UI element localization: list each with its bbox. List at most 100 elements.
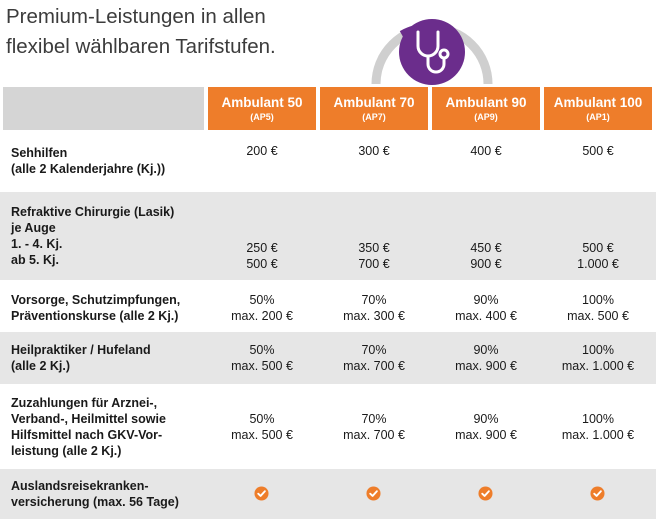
tariff-name: Ambulant 50	[221, 95, 303, 110]
cell-value: 90% max. 900 €	[432, 411, 540, 443]
cell-value-line: max. 700 €	[343, 428, 405, 442]
cell-value: 400 €	[432, 143, 540, 159]
tariff-code: (AP5)	[250, 112, 274, 122]
cell-value-line: max. 900 €	[455, 359, 517, 373]
tariff-code: (AP1)	[586, 112, 610, 122]
cell-value-line: max. 500 €	[231, 428, 293, 442]
row-label-line: Refraktive Chirurgie (Lasik)	[11, 205, 175, 219]
cell-value-line: 70%	[361, 412, 387, 426]
row-label: Zuzahlungen für Arznei-, Verband-, Heilmi…	[11, 395, 166, 459]
row-label: Auslandsreisekranken-versicherung (max. …	[11, 478, 179, 510]
row-label-line: Verband-, Heilmittel sowie	[11, 412, 166, 426]
header-blank-cell	[3, 87, 204, 130]
cell-value-line: 500 €	[582, 241, 614, 255]
row-label-line: (alle 2 Kalenderjahre (Kj.))	[11, 162, 166, 176]
row-label: Sehhilfen (alle 2 Kalenderjahre (Kj.))	[11, 145, 165, 177]
tariff-code: (AP7)	[362, 112, 386, 122]
cell-value: 500 €	[544, 143, 652, 159]
check-icon	[590, 486, 605, 501]
tariff-name: Ambulant 70	[333, 95, 415, 110]
cell-value-line: max. 500 €	[231, 359, 293, 373]
cell-value-line: 100%	[582, 412, 614, 426]
cell-value-line: 90%	[473, 293, 499, 307]
row-label: Vorsorge, Schutzimpfungen, Präventionskur…	[11, 292, 180, 324]
cell-value-line: max. 700 €	[343, 359, 405, 373]
cell-value: 90% max. 900 €	[432, 342, 540, 374]
cell-value: 100% max. 1.000 €	[544, 342, 652, 374]
cell-value: 70% max. 700 €	[320, 342, 428, 374]
tariff-header-2: Ambulant 70 (AP7)	[320, 87, 428, 130]
row-label-line: Heilpraktiker / Hufeland	[11, 343, 151, 357]
row-label-line: leistung (alle 2 Kj.)	[11, 444, 122, 458]
row-label-line: Auslandsreisekranken-	[11, 479, 149, 493]
cell-value-line: 50%	[249, 293, 275, 307]
check-icon	[254, 486, 269, 501]
cell-value-line: 900 €	[470, 257, 502, 271]
cell-value-line: max. 200 €	[231, 309, 293, 323]
cell-value-line: 200 €	[246, 144, 278, 158]
table-row: Zuzahlungen für Arznei-, Verband-, Heilmi…	[0, 387, 656, 467]
row-label: Heilpraktiker / Hufeland (alle 2 Kj.)	[11, 342, 151, 374]
cell-value-line: 100%	[582, 293, 614, 307]
cell-value-line: 70%	[361, 343, 387, 357]
headline: Premium-Leistungen in allen flexibel wäh…	[6, 2, 366, 62]
tariff-header-4: Ambulant 100 (AP1)	[544, 87, 652, 130]
cell-value-line: 500 €	[246, 257, 278, 271]
cell-value-line: 50%	[249, 412, 275, 426]
cell-value: 70% max. 700 €	[320, 411, 428, 443]
row-label-line: versicherung (max. 56 Tage)	[11, 495, 179, 509]
cell-value: 100% max. 1.000 €	[544, 411, 652, 443]
cell-value: 100% max. 500 €	[544, 292, 652, 324]
check-icon	[366, 486, 381, 501]
cell-value-line: 400 €	[470, 144, 502, 158]
row-label-line: Sehhilfen	[11, 146, 68, 160]
cell-value: 300 €	[320, 143, 428, 159]
cell-value-line: max. 500 €	[567, 309, 629, 323]
cell-value-line: 300 €	[358, 144, 390, 158]
row-label-line: (alle 2 Kj.)	[11, 359, 71, 373]
cell-value-line: 90%	[473, 412, 499, 426]
row-label-line: ab 5. Kj.	[11, 253, 59, 267]
table-row: Heilpraktiker / Hufeland (alle 2 Kj.) 50% m…	[0, 332, 656, 384]
cell-value: 350 € 700 €	[320, 240, 428, 272]
cell-value-line: 450 €	[470, 241, 502, 255]
row-label-line: Hilfsmittel nach GKV-Vor-	[11, 428, 163, 442]
table-row: Refraktive Chirurgie (Lasik) je Auge 1. - …	[0, 192, 656, 280]
row-label: Refraktive Chirurgie (Lasik) je Auge 1. - …	[11, 204, 174, 268]
tariff-name: Ambulant 90	[445, 95, 527, 110]
stethoscope-gauge-icon	[371, 19, 493, 85]
cell-value-line: 70%	[361, 293, 387, 307]
cell-value-line: max. 1.000 €	[561, 428, 635, 442]
tariff-header-1: Ambulant 50 (AP5)	[208, 87, 316, 130]
row-label-line: Vorsorge, Schutzimpfungen,	[11, 293, 181, 307]
row-label-line: Zuzahlungen für Arznei-,	[11, 396, 158, 410]
cell-value-line: max. 400 €	[455, 309, 517, 323]
cell-value-line: 100%	[582, 343, 614, 357]
cell-value: 50% max. 500 €	[208, 411, 316, 443]
cell-value: 50% max. 200 €	[208, 292, 316, 324]
headline-line-2: flexibel wählbaren Tarifstufen.	[6, 35, 276, 58]
cell-value-line: 500 €	[582, 144, 614, 158]
row-label-line: Präventionskurse (alle 2 Kj.)	[11, 309, 179, 323]
cell-value-line: 250 €	[246, 241, 278, 255]
tariff-header-3: Ambulant 90 (AP9)	[432, 87, 540, 130]
cell-value: 200 €	[208, 143, 316, 159]
row-label-line: je Auge	[11, 221, 56, 235]
cell-value-line: max. 300 €	[343, 309, 405, 323]
cell-value-line: max. 1.000 €	[561, 359, 635, 373]
gauge-center-circle	[399, 19, 465, 85]
cell-value: 70% max. 300 €	[320, 292, 428, 324]
tariff-name: Ambulant 100	[553, 95, 643, 110]
cell-value: 450 € 900 €	[432, 240, 540, 272]
cell-value: 50% max. 500 €	[208, 342, 316, 374]
tariff-code: (AP9)	[474, 112, 498, 122]
row-label-line: 1. - 4. Kj.	[11, 237, 63, 251]
table-row: Vorsorge, Schutzimpfungen, Präventionskur…	[0, 283, 656, 333]
cell-value: 500 € 1.000 €	[544, 240, 652, 272]
cell-value: 250 € 500 €	[208, 240, 316, 272]
stethoscope-icon	[416, 30, 450, 74]
cell-value-line: 1.000 €	[577, 257, 619, 271]
cell-value-line: 700 €	[358, 257, 390, 271]
cell-value-line: 350 €	[358, 241, 390, 255]
cell-value: 90% max. 400 €	[432, 292, 540, 324]
